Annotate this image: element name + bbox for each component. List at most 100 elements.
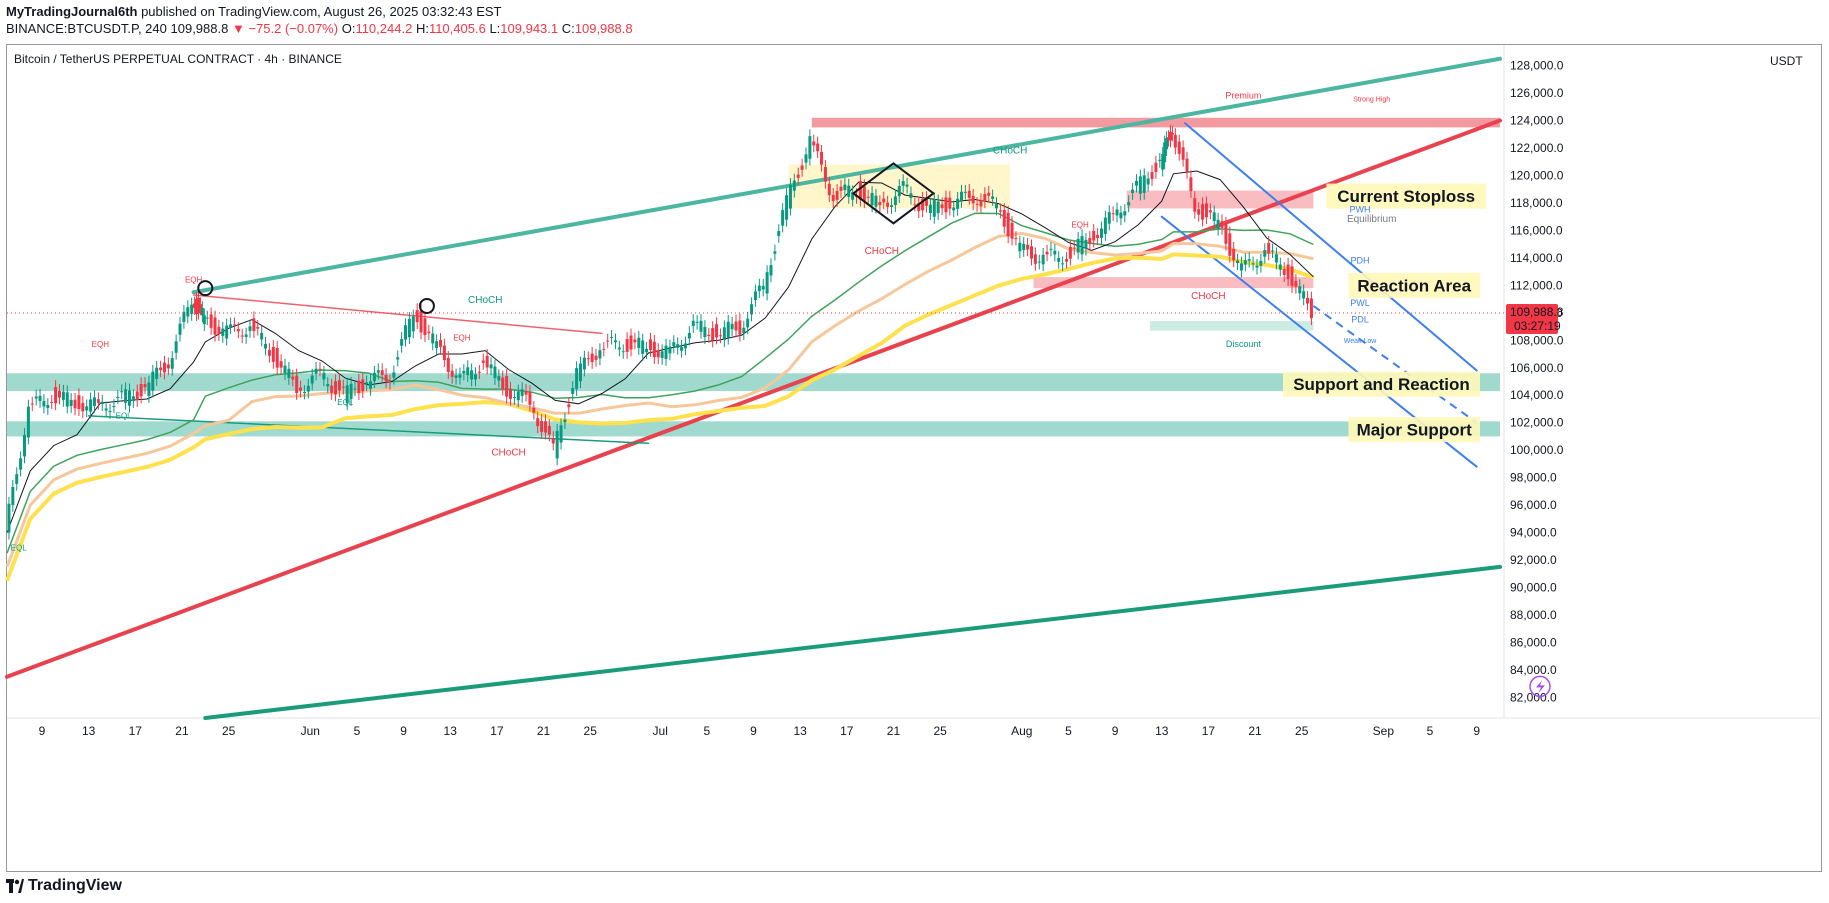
x-tick-label: 21 [1248,724,1262,738]
candle-body [7,503,11,533]
candle-body [200,308,204,316]
channel-mid-projection[interactable] [1312,305,1478,424]
candle-body [598,350,602,359]
candle-body [1243,260,1247,265]
candle-body [672,342,676,347]
candle-body [1165,138,1169,150]
candle-body [404,325,408,340]
swing-high-marker[interactable] [418,297,435,314]
candle-body [851,192,855,200]
candle-body [1168,131,1172,141]
candle-body [196,297,200,313]
footer-brand: TradingView [28,877,122,894]
candle-body [470,370,474,380]
candle-body [341,386,345,388]
candle-body [1177,141,1181,154]
lower-green-trendline[interactable] [203,564,1502,720]
candle-body [1002,209,1006,227]
x-tick-label: 9 [39,724,46,738]
candle-body [944,197,948,213]
candle-body [1049,248,1053,250]
candle-body [1096,234,1100,239]
current-stoploss-zone [1126,190,1314,209]
candle-body [1142,175,1146,193]
tradingview-footer[interactable]: TradingView [6,877,122,895]
candle-body [1201,204,1205,220]
candle-body [248,326,252,331]
y-tick-label: 82,000.0 [1510,690,1557,704]
candle-body [431,333,435,344]
candle-body [967,190,971,198]
candle-body [792,180,796,191]
candle-body [718,335,722,337]
x-tick-label: 13 [793,724,807,738]
label-reaction-area-box [1348,272,1480,298]
candle-body [913,204,917,206]
candle-body [516,391,520,401]
annotation-weak-low: Weak Low [1344,338,1377,345]
candle-body [773,251,777,254]
candle-body [909,193,913,198]
publisher-name[interactable]: MyTradingJournal6th [6,4,138,19]
candle-body [38,395,42,401]
candle-body [1107,212,1111,224]
candle-body [629,335,633,350]
annotation-eqh: EQH [92,340,110,349]
candle-body [505,376,509,397]
x-tick-label: 13 [1155,724,1169,738]
candle-body [722,327,726,341]
upper-teal-trendline[interactable] [191,56,1502,295]
candle-body [1006,212,1010,237]
last-price-tag[interactable] [1506,303,1558,334]
orange-moving-average [5,231,1314,568]
candle-body [998,210,1002,212]
candle-body [275,347,279,368]
diamond-pattern[interactable] [851,162,936,225]
candle-body [1014,238,1018,240]
candle-body [396,357,400,360]
lightning-icon[interactable] [1529,675,1551,698]
candle-body [162,362,166,373]
candle-body [750,304,754,315]
red-rising-trendline[interactable] [5,118,1502,679]
candle-body [279,361,283,368]
candle-body [648,339,652,350]
candle-body [917,203,921,212]
candle-body [240,335,244,337]
candle-body [1232,248,1236,261]
candle-body [267,350,271,356]
candle-body [559,425,563,443]
candle-body [337,380,341,391]
red-falling-trendline[interactable] [192,294,603,335]
annotation-choch: CHoCH [491,448,525,459]
tradingview-logo-icon [6,879,24,893]
label-major-support-box [1348,417,1480,443]
candle-body [236,329,240,332]
label-major-support: Major Support [1357,421,1473,440]
candle-body [524,390,528,395]
support-and-reaction-zone [7,373,1500,392]
candle-body [372,372,376,382]
candle-body [1064,259,1068,262]
candle-body [823,167,827,182]
x-tick-label: 21 [537,724,551,738]
candle-body [85,406,89,411]
candle-body [314,368,318,374]
annotation-discount: Discount [1226,339,1262,349]
candle-body [501,377,505,389]
candle-body [120,391,124,393]
candle-body [334,381,338,395]
teal-falling-line[interactable] [87,415,650,445]
candle-body [1263,250,1267,257]
candle-body [260,332,264,340]
x-tick-label: 9 [400,724,407,738]
x-tick-label: 17 [1202,724,1216,738]
candle-body [956,198,960,209]
x-tick-label: 25 [584,724,598,738]
candle-body [46,405,50,409]
candle-body [1282,269,1286,275]
currency-unit[interactable]: USDT [1770,54,1803,68]
channel-upper[interactable] [1184,122,1478,372]
swing-high-marker[interactable] [197,280,214,297]
